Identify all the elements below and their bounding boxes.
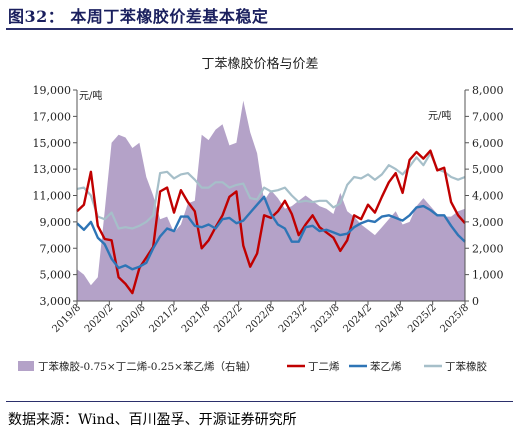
legend: 丁苯橡胶-0.75×丁二烯-0.25×苯乙烯（右轴） 丁二烯 苯乙烯 丁苯橡胶 — [18, 360, 487, 373]
right-tick-label: 1,000 — [472, 269, 504, 282]
x-tick-label: 2021/2 — [147, 302, 180, 335]
x-tick-label: 2021/8 — [180, 302, 213, 335]
legend-label: 丁二烯 — [308, 360, 340, 373]
chart: 丁苯橡胶价格与价差 元/吨 元/吨 19,000 17,000 15,000 13,0… — [0, 30, 519, 396]
left-tick-label: 7,000 — [40, 242, 72, 255]
source-rule — [6, 401, 513, 402]
legend-label: 苯乙烯 — [370, 360, 402, 373]
legend-label: 丁苯橡胶-0.75×丁二烯-0.25×苯乙烯（右轴） — [38, 360, 256, 373]
legend-swatch-spread — [18, 361, 34, 371]
left-tick-label: 13,000 — [33, 163, 72, 176]
x-tick-label: 2024/8 — [374, 302, 407, 335]
left-tick-label: 17,000 — [33, 110, 72, 123]
left-axis-unit: 元/吨 — [79, 89, 102, 102]
left-tick-label: 5,000 — [40, 269, 72, 282]
right-tick-label: 3,000 — [472, 216, 504, 229]
right-tick-label: 8,000 — [472, 84, 504, 97]
x-tick-label: 2022/2 — [212, 302, 245, 335]
left-tick-label: 9,000 — [40, 216, 72, 229]
x-tick-label: 2022/8 — [244, 302, 277, 335]
legend-label: 丁苯橡胶 — [445, 360, 487, 373]
right-tick-label: 4,000 — [472, 190, 504, 203]
left-tick-label: 3,000 — [40, 295, 72, 308]
x-tick-label: 2023/8 — [309, 302, 342, 335]
right-tick-label: 5,000 — [472, 163, 504, 176]
x-tick-label: 2024/2 — [341, 302, 374, 335]
left-tick-label: 19,000 — [33, 84, 72, 97]
right-axis-unit: 元/吨 — [428, 109, 451, 122]
figure-title: 图32： 本周丁苯橡胶价差基本稳定 — [8, 3, 268, 27]
x-tick-label: 2020/8 — [115, 302, 148, 335]
x-tick-label: 2023/2 — [277, 302, 310, 335]
x-tick-label: 2025/8 — [438, 302, 471, 335]
left-tick-label: 15,000 — [33, 137, 72, 150]
source-note: 数据来源：Wind、百川盈孚、开源证券研究所 — [8, 409, 297, 429]
left-tick-label: 11,000 — [33, 190, 72, 203]
right-tick-label: 7,000 — [472, 110, 504, 123]
chart-title: 丁苯橡胶价格与价差 — [201, 56, 318, 72]
x-tick-label: 2020/2 — [83, 302, 116, 335]
series-area-spread — [77, 101, 465, 301]
right-tick-label: 6,000 — [472, 137, 504, 150]
right-tick-label: 0 — [472, 295, 479, 308]
right-tick-label: 2,000 — [472, 242, 504, 255]
x-tick-label: 2025/2 — [406, 302, 439, 335]
